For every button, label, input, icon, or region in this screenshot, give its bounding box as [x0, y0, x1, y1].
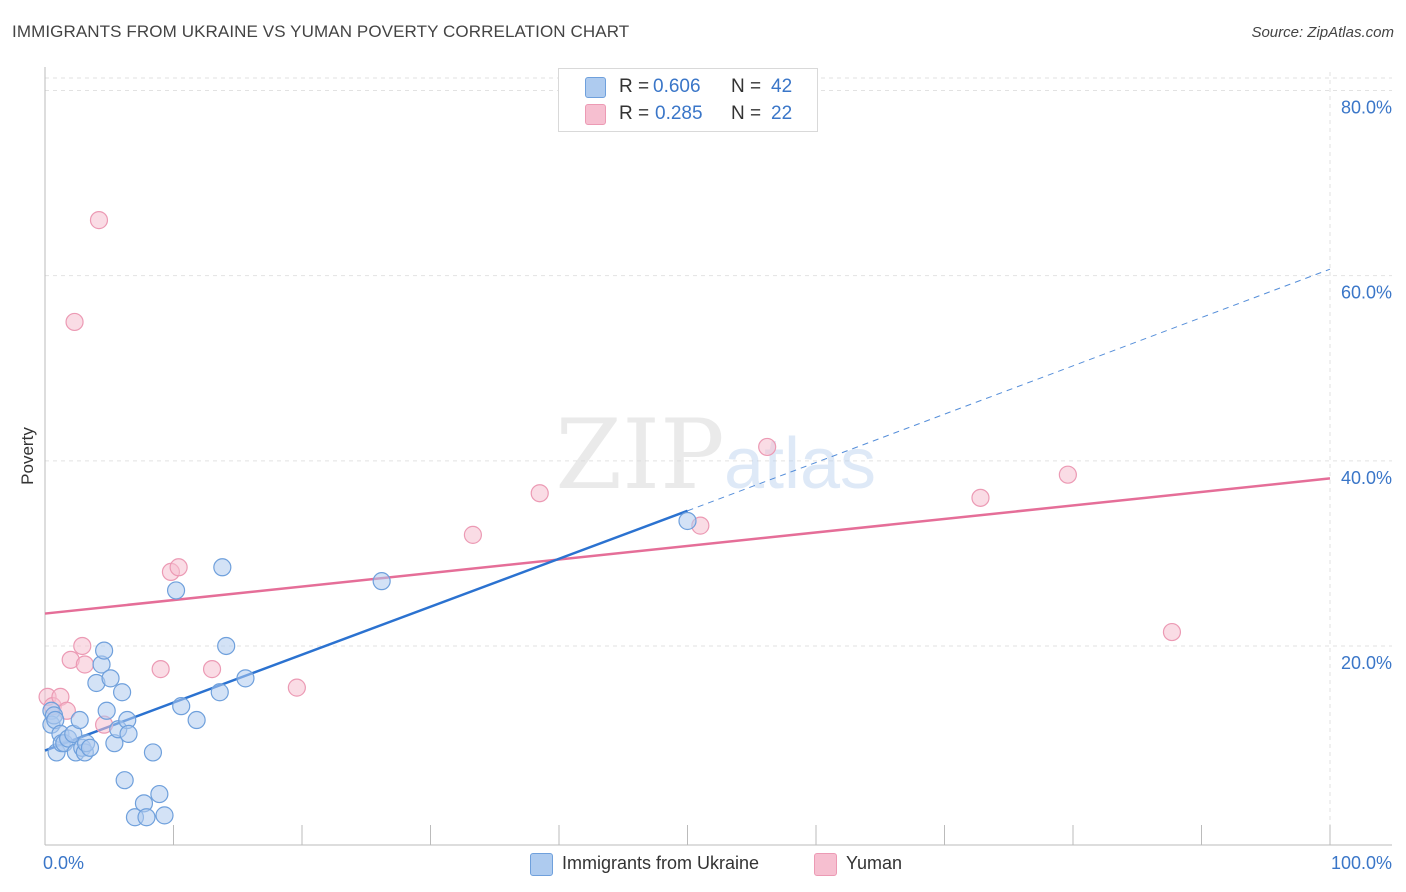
- trend-lines: [44, 268, 1331, 752]
- tick-label: 100.0%: [1331, 853, 1392, 873]
- data-point-ukraine: [119, 724, 138, 744]
- data-point-yuman: [287, 678, 306, 697]
- chart-title: IMMIGRANTS FROM UKRAINE VS YUMAN POVERTY…: [12, 22, 630, 41]
- stats-legend: R = 0.606 N = 42 R = 0.285 N = 22: [558, 68, 818, 132]
- data-point-ukraine: [97, 701, 116, 720]
- data-point-ukraine: [115, 771, 134, 790]
- tick-label: 80.0%: [1341, 98, 1392, 118]
- y-axis-label: Poverty: [18, 427, 37, 485]
- data-point-ukraine: [80, 738, 100, 757]
- trend-line-ukraine: [44, 509, 688, 752]
- data-point-yuman: [169, 558, 188, 577]
- trend-line-ukraine-extension: [687, 268, 1331, 512]
- data-points: [38, 211, 1182, 827]
- watermark: ZIP atlas: [555, 399, 876, 511]
- data-point-ukraine: [678, 511, 697, 531]
- legend-n-value-yuman: 22: [771, 103, 793, 124]
- data-point-ukraine: [70, 710, 89, 730]
- data-point-ukraine: [213, 558, 232, 577]
- bottom-legend-swatch-ukraine: [530, 853, 553, 876]
- data-point-yuman: [1058, 465, 1077, 484]
- legend-swatch-ukraine: [585, 77, 606, 98]
- data-point-ukraine: [150, 784, 169, 804]
- data-point-ukraine: [172, 697, 191, 716]
- data-point-yuman: [971, 488, 990, 507]
- tick-labels: 0.0% 100.0% 20.0% 40.0% 60.0% 80.0%: [43, 98, 1392, 873]
- trend-line-yuman: [44, 477, 1331, 615]
- bottom-legend-label-ukraine: Immigrants from Ukraine: [562, 853, 760, 873]
- data-point-yuman: [89, 211, 109, 230]
- legend-n-label: N =: [731, 76, 762, 97]
- bottom-legend-swatch-yuman: [814, 853, 837, 876]
- data-point-ukraine: [95, 641, 114, 660]
- bottom-legend-label-yuman: Yuman: [846, 853, 903, 873]
- data-point-yuman: [65, 312, 84, 332]
- data-point-yuman: [758, 437, 777, 457]
- data-point-ukraine: [137, 808, 156, 827]
- legend-r-label: R =: [619, 103, 650, 124]
- data-point-ukraine: [187, 710, 206, 730]
- data-point-yuman: [151, 660, 170, 679]
- data-point-ukraine: [112, 683, 132, 702]
- data-point-ukraine: [143, 743, 163, 762]
- tick-label: 0.0%: [43, 853, 84, 873]
- data-point-yuman: [202, 660, 222, 679]
- legend-n-label: N =: [731, 103, 762, 124]
- data-point-ukraine: [217, 636, 236, 656]
- data-point-ukraine: [166, 581, 186, 600]
- legend-r-value-ukraine: 0.606: [653, 76, 701, 97]
- legend-swatch-yuman: [585, 104, 606, 125]
- tick-label: 20.0%: [1341, 653, 1392, 673]
- watermark-zip: ZIP: [555, 399, 724, 511]
- legend-r-value-yuman: 0.285: [655, 103, 703, 124]
- watermark-atlas: atlas: [724, 424, 876, 504]
- grid-lines: [45, 72, 1392, 845]
- data-point-yuman: [75, 655, 94, 674]
- data-point-ukraine: [236, 669, 255, 688]
- legend-n-value-ukraine: 42: [771, 76, 793, 97]
- tick-label: 40.0%: [1341, 468, 1392, 488]
- data-point-yuman: [463, 525, 483, 544]
- data-point-ukraine: [101, 669, 120, 688]
- data-point-ukraine: [155, 806, 174, 825]
- data-point-yuman: [530, 484, 549, 503]
- source-label: Source: ZipAtlas.com: [1251, 24, 1394, 41]
- tick-label: 60.0%: [1341, 283, 1392, 303]
- data-point-yuman: [1162, 622, 1182, 642]
- legend-r-label: R =: [619, 76, 650, 97]
- data-point-ukraine: [210, 683, 229, 702]
- data-point-ukraine: [372, 572, 391, 591]
- data-point-yuman: [73, 636, 92, 656]
